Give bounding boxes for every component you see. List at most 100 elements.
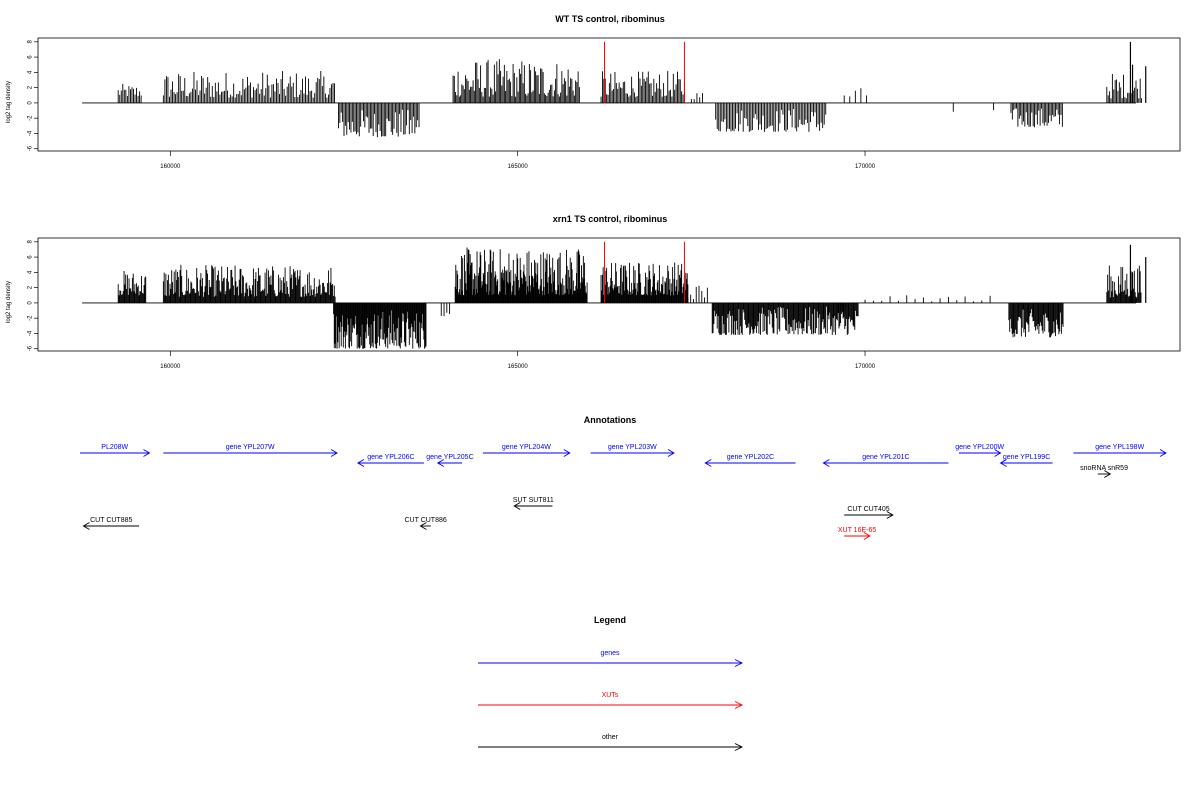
annotation-arrowhead (667, 449, 675, 457)
legend-arrowhead (734, 743, 744, 751)
y-tick-label: 0 (28, 101, 34, 105)
annotation-arrowhead (886, 511, 894, 519)
annotations-title: Annotations (584, 415, 637, 425)
y-tick-label: 2 (28, 285, 34, 289)
annotation-arrowhead (330, 449, 338, 457)
y-tick-label: 8 (28, 39, 34, 43)
annotation-arrowhead (704, 459, 712, 467)
annotation-arrowhead (82, 522, 90, 530)
annotation-arrow: gene YPL202C (704, 454, 796, 467)
annotation-arrowhead (863, 532, 871, 540)
x-tick-label: 165000 (508, 164, 529, 170)
annotation-label: gene YPL207W (226, 444, 275, 451)
legend-label: XUTs (602, 692, 619, 699)
x-tick-label: 160000 (160, 164, 181, 170)
y-tick-label: -4 (28, 330, 34, 336)
legend-panel: Legend genes XUTs other (478, 615, 744, 751)
x-tick-label: 170000 (855, 364, 876, 370)
y-tick-label: -2 (28, 115, 34, 121)
y-tick-label: -6 (28, 145, 34, 151)
y-axis-label: log2 tag density (6, 81, 12, 123)
annotation-label: gene YPL204W (502, 444, 551, 451)
y-tick-label: 4 (28, 270, 34, 274)
annotation-arrowhead (513, 502, 521, 510)
annotations-panel: Annotations PL208W gene YPL207W gene YPL20… (80, 415, 1167, 540)
y-tick-label: 4 (28, 70, 34, 74)
annotation-arrow: CUT CUT886 (404, 517, 447, 530)
annotation-arrow: CUT CUT405 (844, 506, 894, 519)
annotation-arrow: gene YPL201C (822, 454, 949, 467)
annotation-label: SUT SUT811 (513, 497, 554, 504)
annotation-label: gene YPL198W (1095, 444, 1144, 451)
y-tick-label: -4 (28, 130, 34, 136)
annotation-arrow: PL208W (80, 444, 151, 457)
legend-items: genes XUTs other (478, 650, 744, 751)
y-tick-label: 0 (28, 301, 34, 305)
axes-group: 8 6 4 2 0 -2 -4 -6 160000 165000 170000 (28, 239, 876, 370)
legend-item: genes (478, 650, 744, 667)
annotation-arrow: gene YPL198W (1073, 444, 1167, 457)
y-tick-label: 6 (28, 255, 34, 259)
annotation-arrowhead (419, 522, 427, 530)
annotation-arrow: SUT SUT811 (513, 497, 554, 510)
y-tick-label: 2 (28, 85, 34, 89)
annotation-label: gene YPL206C (367, 454, 414, 461)
annotation-arrow: XUT 16E-65 (838, 527, 876, 540)
annotation-label: gene YPL202C (727, 454, 774, 461)
y-tick-label: 6 (28, 55, 34, 59)
legend-arrowhead (734, 659, 744, 667)
chart-title: WT TS control, ribominus (555, 14, 665, 24)
annotation-arrowhead (143, 449, 151, 457)
bars-group (82, 241, 1147, 349)
annotation-arrow: gene YPL200W (955, 444, 1005, 457)
x-tick-label: 160000 (160, 364, 181, 370)
axes-group: 8 6 4 2 0 -2 -4 -6 160000 165000 170000 (28, 39, 876, 170)
annotation-arrow: gene YPL204W (482, 444, 571, 457)
bars-group (82, 41, 1147, 138)
legend-title: Legend (594, 615, 626, 625)
annotation-label: CUT CUT885 (90, 517, 132, 524)
legend-item: XUTs (478, 692, 744, 709)
track-panel-wt: WT TS control, ribominus log2 tag densit… (6, 14, 1181, 170)
annotation-arrowhead (1159, 449, 1167, 457)
annotation-arrowhead (1104, 470, 1112, 478)
annotation-label: gene YPL201C (862, 454, 909, 461)
annotation-label: CUT CUT405 (847, 506, 889, 513)
annotation-arrow: CUT CUT885 (82, 517, 140, 530)
annotation-label: gene YPL205C (426, 454, 473, 461)
annotation-arrow: gene YPL206C (357, 454, 424, 467)
legend-label: other (602, 734, 619, 741)
annotation-items: PL208W gene YPL207W gene YPL206C gene YPL20… (80, 444, 1167, 540)
annotation-label: gene YPL199C (1003, 454, 1050, 461)
annotation-label: XUT 16E-65 (838, 527, 876, 534)
annotation-arrowhead (436, 459, 445, 467)
annotation-arrowhead (999, 459, 1007, 467)
legend-item: other (478, 734, 744, 751)
plot-frame (37, 37, 1181, 152)
annotation-arrow: snoRNA snR59 (1080, 465, 1128, 478)
annotation-label: snoRNA snR59 (1080, 465, 1128, 472)
y-tick-label: 8 (28, 239, 34, 243)
annotation-label: gene YPL203W (608, 444, 657, 451)
annotation-label: CUT CUT886 (404, 517, 446, 524)
x-tick-label: 165000 (508, 364, 529, 370)
y-tick-label: -6 (28, 345, 34, 351)
annotation-arrowhead (357, 459, 365, 467)
y-tick-label: -2 (28, 315, 34, 321)
annotation-arrowhead (994, 449, 1002, 457)
annotation-arrow: gene YPL207W (163, 444, 338, 457)
chart-title: xrn1 TS control, ribominus (553, 214, 668, 224)
legend-label: genes (600, 650, 620, 657)
plot-frame (37, 237, 1181, 352)
annotation-arrowhead (822, 459, 830, 467)
annotation-label: gene YPL200W (955, 444, 1004, 451)
track-panel-xrn1: xrn1 TS control, ribominus log2 tag dens… (6, 214, 1181, 370)
x-tick-label: 170000 (855, 164, 876, 170)
annotation-arrow: gene YPL205C (426, 454, 474, 467)
legend-arrowhead (734, 701, 744, 709)
annotation-label: PL208W (101, 444, 128, 451)
annotation-arrowhead (563, 449, 571, 457)
y-axis-label: log2 tag density (6, 281, 12, 323)
